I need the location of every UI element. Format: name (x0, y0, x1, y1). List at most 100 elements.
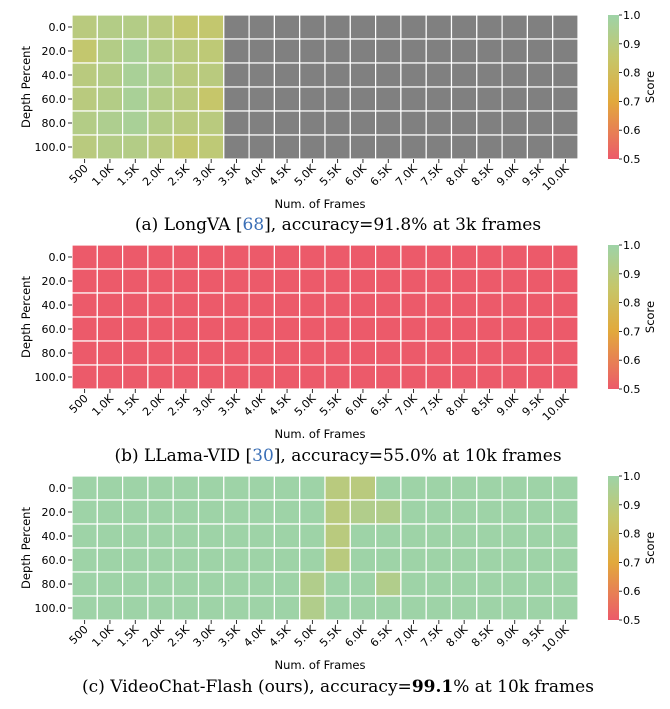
x-tick-label: 7.5K (418, 161, 445, 188)
x-tick-label: 6.0K (342, 391, 369, 418)
heatmap-cell (375, 364, 402, 390)
heatmap-cell (349, 547, 377, 573)
heatmap-cell (248, 268, 276, 294)
heatmap-cell (299, 316, 326, 342)
heatmap-cell (299, 523, 326, 549)
heatmap-cell (147, 38, 174, 64)
heatmap-cell (121, 475, 149, 501)
x-tick-label: 5.0K (292, 161, 319, 188)
heatmap-cell (476, 523, 503, 549)
heatmap-cell (172, 340, 200, 366)
heatmap-panel-llama-vid: 0.0 20.0 40.0 60.0 80.0 100.0 5001.0K1.5K2.0K… (19, 239, 657, 466)
heatmap-cell (223, 110, 250, 136)
heatmap-cell (223, 364, 250, 390)
colorbar: 1.0 0.9 0.8 0.7 0.6 0.5 Score (608, 239, 657, 396)
heatmap-cell (273, 340, 301, 366)
heatmap-cell (324, 316, 351, 342)
heatmap-cell (476, 571, 503, 597)
heatmap-cell (197, 316, 225, 342)
heatmap-cell (425, 86, 453, 112)
heatmap-cell (476, 14, 503, 40)
heatmap-cell (375, 62, 402, 88)
heatmap-cell (450, 595, 478, 621)
heatmap-cell (223, 571, 250, 597)
x-tick-label: 1.0K (89, 161, 116, 188)
heatmap-cell (400, 340, 427, 366)
heatmap-cell (526, 110, 554, 136)
y-tick-label: 60.0 (42, 323, 67, 336)
heatmap-cell (349, 475, 377, 501)
heatmap-cell (552, 38, 579, 64)
x-tick-label: 500 (67, 392, 91, 416)
heatmap-cell (400, 499, 427, 525)
heatmap-cell (400, 14, 427, 40)
heatmap-cell (501, 340, 529, 366)
heatmap-cell (425, 364, 453, 390)
heatmap-cell (147, 595, 174, 621)
heatmap-cell (273, 316, 301, 342)
heatmap-cell (476, 268, 503, 294)
heatmap-cell (501, 595, 529, 621)
heatmap-cell (273, 268, 301, 294)
heatmap-cell (147, 244, 174, 270)
heatmap-cell (273, 244, 301, 270)
heatmap-cell (147, 62, 174, 88)
heatmap-cell (299, 268, 326, 294)
heatmap-cell (425, 110, 453, 136)
heatmap-cell (375, 523, 402, 549)
heatmap-cell (197, 86, 225, 112)
heatmap-cell (71, 571, 98, 597)
heatmap-cell (476, 292, 503, 318)
x-tick-labels: 5001.0K1.5K2.0K2.5K3.0K3.5K4.0K4.5K5.0K5… (67, 620, 572, 655)
x-tick-label: 4.0K (241, 161, 268, 188)
heatmap-cell (476, 475, 503, 501)
heatmap-cell (375, 475, 402, 501)
heatmap-cell (273, 595, 301, 621)
heatmap-cell (172, 523, 200, 549)
heatmap-cell (526, 14, 554, 40)
heatmap-cell (147, 475, 174, 501)
x-tick-label: 10.0K (540, 622, 572, 654)
heatmap-cell (526, 475, 554, 501)
x-tick-label: 3.0K (191, 622, 218, 649)
heatmap-cell (96, 14, 124, 40)
heatmap-cell (450, 499, 478, 525)
heatmap-cell (71, 364, 98, 390)
heatmap-cell (273, 523, 301, 549)
heatmap-cell (349, 292, 377, 318)
heatmap-cell (172, 364, 200, 390)
heatmap-cell (223, 134, 250, 160)
heatmap-cell (450, 86, 478, 112)
heatmap-cell (425, 595, 453, 621)
heatmap-cell (121, 134, 149, 160)
heatmap-cell (526, 244, 554, 270)
colorbar-tick-label: 0.5 (623, 153, 641, 166)
heatmap-cell (349, 364, 377, 390)
x-tick-label: 6.0K (342, 161, 369, 188)
heatmap-cell (223, 340, 250, 366)
y-tick-label: 80.0 (42, 117, 67, 130)
heatmap-cell (476, 547, 503, 573)
heatmap-cell (349, 316, 377, 342)
heatmap-cell (223, 595, 250, 621)
x-tick-label: 7.0K (393, 161, 420, 188)
heatmap-cell (476, 499, 503, 525)
x-tick-label: 3.5K (216, 391, 243, 418)
heatmap-cell (299, 14, 326, 40)
heatmap-cell (121, 14, 149, 40)
colorbar-tick-label: 0.6 (623, 585, 641, 598)
x-tick-label: 10.0K (540, 391, 572, 423)
heatmap-cell (172, 316, 200, 342)
heatmap-cell (476, 244, 503, 270)
heatmap-cell (71, 38, 98, 64)
y-tick-label: 40.0 (42, 299, 67, 312)
x-tick-label: 1.5K (115, 622, 142, 649)
x-tick-label: 5.5K (317, 622, 344, 649)
heatmap-cell (526, 523, 554, 549)
heatmap-cell (172, 62, 200, 88)
heatmap-cell (526, 364, 554, 390)
heatmap-cell (425, 62, 453, 88)
heatmap-cell (172, 14, 200, 40)
heatmap-cell (71, 340, 98, 366)
